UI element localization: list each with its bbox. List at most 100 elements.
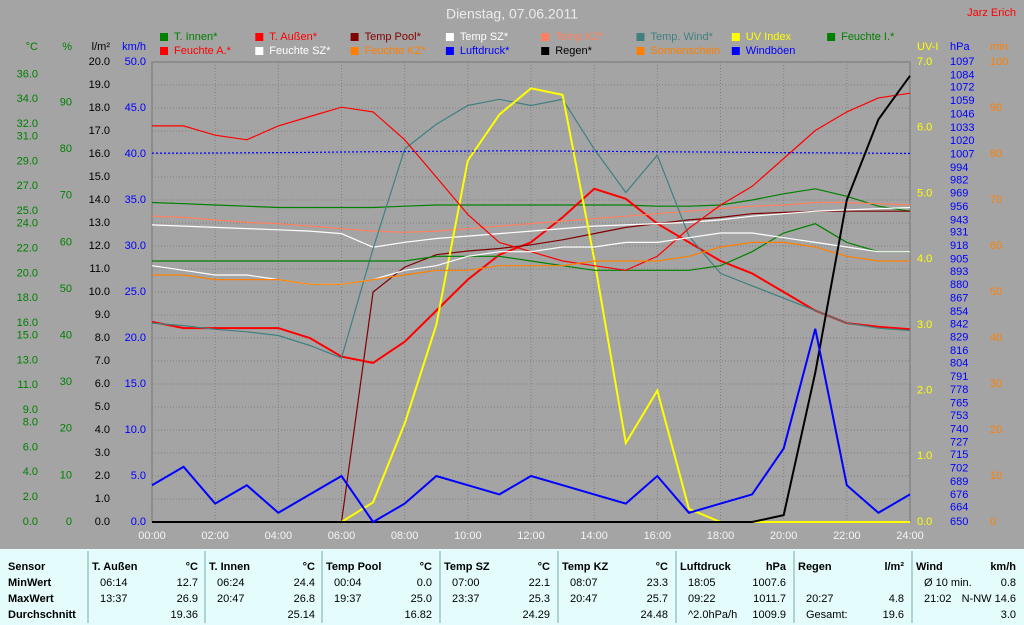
y-tick-label: 34.0 bbox=[17, 93, 38, 105]
axis-label: hPa bbox=[950, 41, 970, 53]
y-tick-label: 31.0 bbox=[17, 131, 38, 143]
cell-value: 22.1 bbox=[529, 577, 550, 589]
y-tick-label: 765 bbox=[950, 398, 968, 410]
column-unit: °C bbox=[420, 561, 432, 573]
legend-swatch bbox=[636, 33, 645, 41]
y-tick-label: 20 bbox=[60, 423, 72, 435]
y-tick-label: 6.0 bbox=[23, 441, 38, 453]
axis-label: °C bbox=[26, 41, 38, 53]
y-tick-label: 0.0 bbox=[131, 516, 146, 528]
x-tick-label: 20:00 bbox=[770, 530, 798, 542]
y-tick-label: 36.0 bbox=[17, 68, 38, 80]
y-tick-label: 4.0 bbox=[95, 424, 110, 436]
y-tick-label: 20.0 bbox=[89, 56, 110, 68]
y-tick-label: 13.0 bbox=[17, 354, 38, 366]
y-tick-label: 30 bbox=[60, 376, 72, 388]
cell-value: 4.8 bbox=[889, 593, 904, 605]
y-tick-label: 90 bbox=[60, 96, 72, 108]
y-tick-label: 1072 bbox=[950, 82, 974, 94]
cell-value: 1011.7 bbox=[753, 593, 786, 605]
y-tick-label: 905 bbox=[950, 253, 968, 265]
y-tick-label: 10.0 bbox=[89, 286, 110, 298]
table-background bbox=[0, 549, 1024, 625]
x-tick-label: 22:00 bbox=[833, 530, 861, 542]
x-tick-label: 06:00 bbox=[328, 530, 356, 542]
y-tick-label: 791 bbox=[950, 371, 968, 383]
legend-label: T. Innen* bbox=[174, 31, 218, 43]
y-tick-label: 740 bbox=[950, 423, 968, 435]
legend-swatch bbox=[255, 33, 264, 41]
data-line bbox=[152, 241, 910, 285]
y-tick-label: 650 bbox=[950, 516, 968, 528]
y-tick-label: 10 bbox=[990, 470, 1002, 482]
y-tick-label: 4.0 bbox=[917, 253, 932, 265]
y-tick-label: 30 bbox=[990, 378, 1002, 390]
y-tick-label: 18.0 bbox=[89, 102, 110, 114]
cell-value: 0.8 bbox=[1001, 577, 1016, 589]
y-tick-label: 19.0 bbox=[89, 79, 110, 91]
cell-value: 24.48 bbox=[640, 609, 668, 621]
y-tick-label: 5.0 bbox=[95, 401, 110, 413]
y-tick-label: 727 bbox=[950, 437, 968, 449]
legend-swatch bbox=[160, 47, 168, 55]
y-tick-label: 60 bbox=[990, 240, 1002, 252]
legend-label: Feuchte I.* bbox=[841, 31, 895, 43]
axis-label: km/h bbox=[122, 41, 146, 53]
y-tick-label: 27.0 bbox=[17, 180, 38, 192]
y-tick-label: 30.0 bbox=[125, 240, 146, 252]
y-tick-label: 10 bbox=[60, 469, 72, 481]
cell-time: 06:14 bbox=[100, 577, 128, 589]
y-tick-label: 1.0 bbox=[917, 450, 932, 462]
y-tick-label: 80 bbox=[990, 148, 1002, 160]
legend-label: T. Außen* bbox=[269, 31, 317, 43]
y-tick-label: 3.0 bbox=[95, 447, 110, 459]
y-tick-label: 8.0 bbox=[95, 332, 110, 344]
cell-value: 24.29 bbox=[522, 609, 550, 621]
axis-label: % bbox=[62, 41, 72, 53]
legend-label: Feuchte KZ* bbox=[365, 45, 427, 57]
legend-swatch bbox=[445, 33, 454, 41]
y-tick-label: 11.0 bbox=[17, 379, 38, 391]
y-tick-label: 6.0 bbox=[95, 378, 110, 390]
data-line bbox=[151, 206, 911, 248]
y-tick-label: 0 bbox=[990, 516, 996, 528]
y-tick-label: 2.0 bbox=[23, 491, 38, 503]
legend-swatch bbox=[636, 47, 645, 55]
legend-swatch bbox=[827, 33, 836, 41]
cell-value: 25.0 bbox=[411, 593, 432, 605]
y-tick-label: 702 bbox=[950, 462, 968, 474]
y-tick-label: 1084 bbox=[950, 69, 974, 81]
cell-value: 19.6 bbox=[883, 609, 904, 621]
x-tick-label: 00:00 bbox=[138, 530, 166, 542]
legend-label: Regen* bbox=[555, 45, 592, 57]
y-tick-label: 1.0 bbox=[95, 493, 110, 505]
legend-swatch bbox=[731, 47, 740, 55]
author: Jarz Erich bbox=[967, 7, 1016, 19]
column-header: Temp Pool bbox=[326, 561, 381, 573]
y-tick-label: 5.0 bbox=[917, 187, 932, 199]
y-tick-label: 689 bbox=[950, 476, 968, 488]
y-tick-label: 7.0 bbox=[917, 56, 932, 68]
data-line bbox=[152, 223, 910, 271]
y-tick-label: 80 bbox=[60, 143, 72, 155]
y-tick-label: 804 bbox=[950, 357, 968, 369]
cell-time: 06:24 bbox=[217, 577, 245, 589]
cell-time: 19:37 bbox=[334, 593, 362, 605]
legend-label: Windböen bbox=[746, 45, 796, 57]
y-tick-label: 45.0 bbox=[125, 102, 146, 114]
y-tick-label: 9.0 bbox=[23, 404, 38, 416]
legend-label: Temp. Wind* bbox=[651, 31, 714, 43]
y-tick-label: 816 bbox=[950, 345, 968, 357]
y-tick-label: 880 bbox=[950, 279, 968, 291]
y-tick-label: 0.0 bbox=[23, 516, 38, 528]
cell-time: 07:00 bbox=[452, 577, 480, 589]
column-header: T. Innen bbox=[209, 561, 250, 573]
y-tick-label: 5.0 bbox=[131, 470, 146, 482]
x-tick-label: 12:00 bbox=[517, 530, 545, 542]
legend-label: Feuchte SZ* bbox=[269, 45, 331, 57]
cell-value: 1009.9 bbox=[752, 609, 786, 621]
y-tick-label: 25.0 bbox=[125, 286, 146, 298]
cell-time: Ø 10 min. bbox=[924, 577, 972, 589]
x-tick-label: 18:00 bbox=[707, 530, 735, 542]
legend-label: Temp SZ* bbox=[460, 31, 509, 43]
